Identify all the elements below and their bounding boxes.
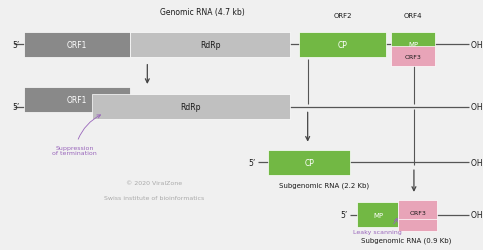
Text: 5’: 5’ [249,158,256,167]
Text: ORF3: ORF3 [410,210,426,215]
Text: Leaky scanning: Leaky scanning [353,218,401,234]
Bar [24,32,130,58]
Bar [24,88,130,112]
Bar [92,95,290,120]
Text: Subgenomic RNA (2.2 Kb): Subgenomic RNA (2.2 Kb) [279,182,369,188]
Text: Genomic RNA (4.7 kb): Genomic RNA (4.7 kb) [160,8,245,17]
Text: OH 3’: OH 3’ [471,210,483,220]
Text: ORF2: ORF2 [334,13,352,19]
Text: 5’: 5’ [12,40,19,50]
Bar [391,47,435,67]
Text: Subgenomic RNA (0.9 Kb): Subgenomic RNA (0.9 Kb) [360,237,451,243]
Text: MP: MP [373,212,383,218]
Text: OH 3’: OH 3’ [471,40,483,50]
Bar [398,219,437,231]
Text: MP: MP [408,42,418,48]
Text: RdRp: RdRp [181,103,201,112]
Text: OH 3’: OH 3’ [471,158,483,167]
Text: Swiss institute of bioinformatics: Swiss institute of bioinformatics [104,195,205,200]
Text: Suppression
of termination: Suppression of termination [53,116,100,156]
Text: ORF1: ORF1 [67,40,87,50]
Bar [299,32,386,58]
Bar [357,202,398,228]
Text: RdRp: RdRp [200,40,220,50]
Text: ORF4: ORF4 [404,13,422,19]
Bar [130,32,290,58]
Text: © 2020 ViralZone: © 2020 ViralZone [127,180,183,185]
Text: ORF1: ORF1 [67,96,87,104]
Text: CP: CP [338,40,348,50]
Bar [398,200,437,225]
Text: ORF3: ORF3 [405,54,421,60]
Bar [391,32,435,58]
Text: CP: CP [304,158,314,167]
Text: 5’: 5’ [341,210,348,220]
Text: 5’: 5’ [12,103,19,112]
Bar [268,150,350,175]
Text: OH 3’: OH 3’ [471,103,483,112]
